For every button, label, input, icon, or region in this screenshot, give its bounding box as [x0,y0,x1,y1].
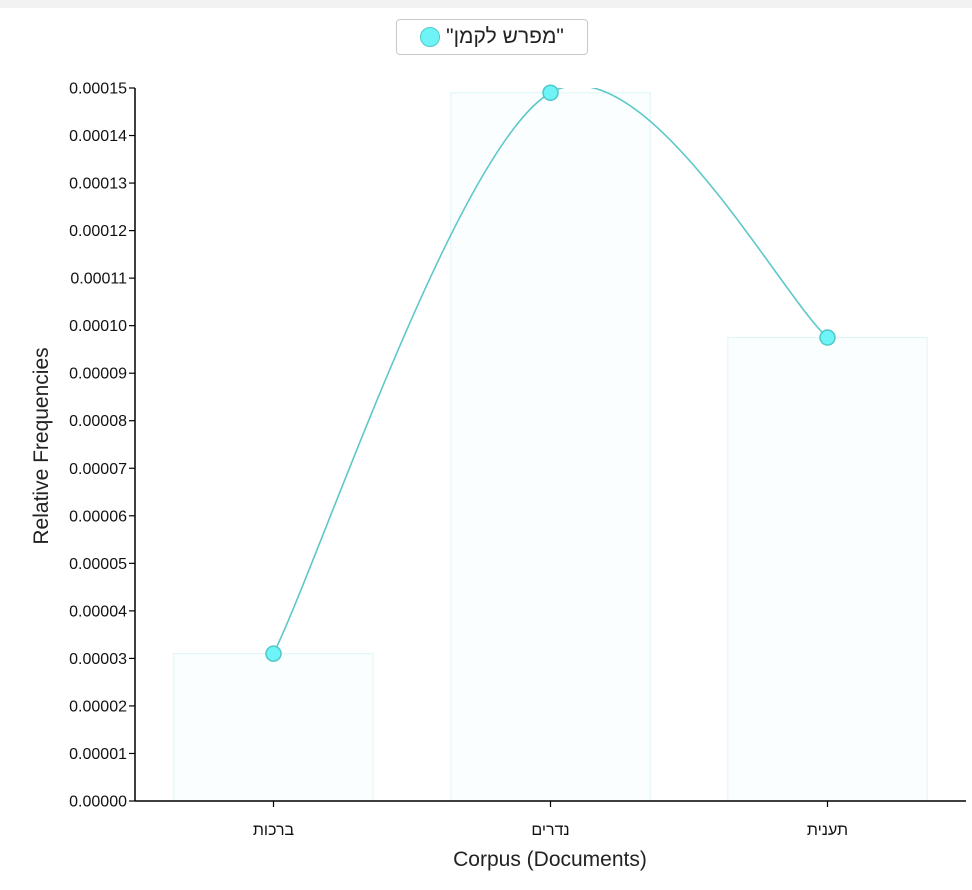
y-tick-label: 0.00015 [69,81,127,98]
point-1[interactable] [265,645,282,662]
legend-swatch-icon [420,27,441,47]
bar-1[interactable] [173,653,374,802]
bar-3[interactable] [727,336,928,802]
y-tick-label: 0.00014 [69,128,127,145]
legend-label: "מפרש לקמן" [446,25,564,48]
y-tick-label: 0.00004 [69,603,127,620]
y-tick-label: 0.00005 [69,556,127,573]
x-tick-label: נדרים [531,822,569,839]
y-tick-label: 0.00006 [69,508,127,525]
x-tick-label: תענית [807,822,848,839]
y-tick-label: 0.00009 [69,366,127,383]
legend[interactable]: "מפרש לקמן" [396,19,588,55]
y-axis-title: Relative Frequencies [30,347,53,544]
y-tick-label: 0.00008 [69,413,127,430]
y-tick-label: 0.00012 [69,223,127,240]
bars [173,92,928,802]
x-axis: ברכות נדרים תענית [135,800,966,839]
y-tick-label: 0.00010 [69,318,127,335]
points [265,84,836,662]
top-strip [0,0,972,8]
y-tick-label: 0.00013 [69,176,127,193]
y-tick-label: 0.00002 [69,698,127,715]
y-axis: 0.00000 0.00001 0.00002 0.00003 0.00004 0.000… [69,81,136,811]
y-tick-label: 0.00000 [69,794,127,811]
y-tick-label: 0.00003 [69,651,127,668]
y-tick-label: 0.00011 [70,271,127,288]
y-tick-label: 0.00007 [69,461,127,478]
x-axis-title: Corpus (Documents) [453,848,647,871]
point-3[interactable] [819,329,836,346]
y-tick-label: 0.00001 [69,746,127,763]
point-2[interactable] [542,84,559,102]
bar-2[interactable] [450,92,651,802]
x-tick-label: ברכות [253,822,295,839]
series-line [272,88,829,655]
